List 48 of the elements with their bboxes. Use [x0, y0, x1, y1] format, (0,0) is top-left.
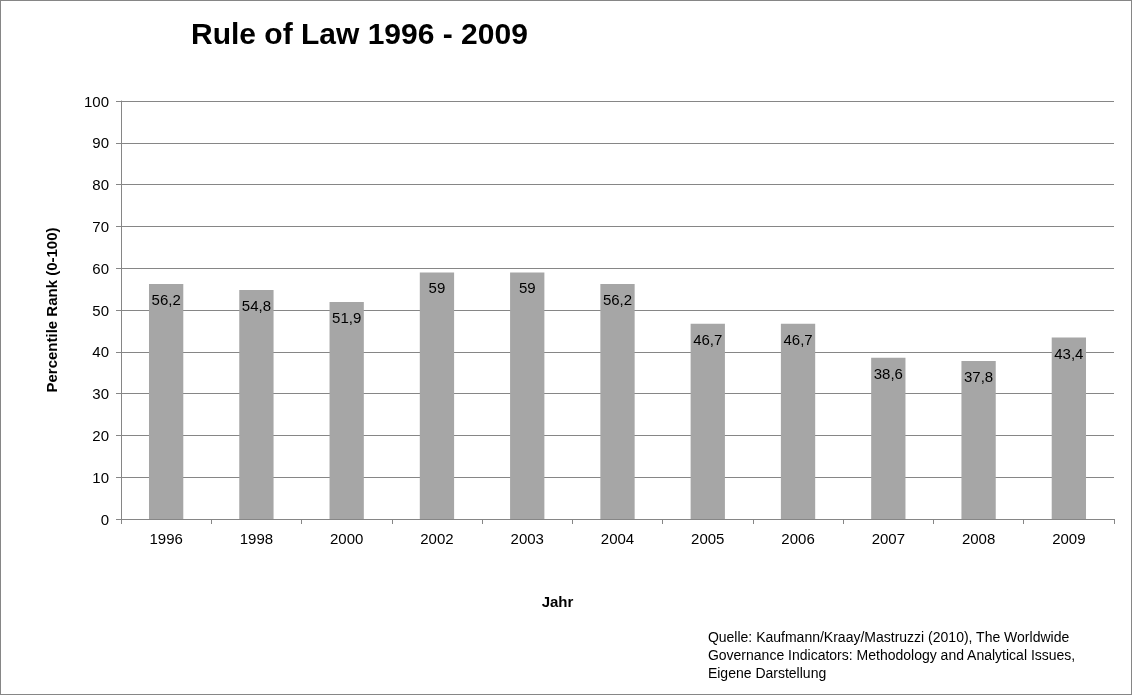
x-tick-label: 1996 — [149, 530, 183, 547]
data-label: 56,2 — [602, 291, 633, 309]
y-tick-label: 90 — [92, 134, 109, 152]
x-tick-label: 2005 — [691, 530, 725, 547]
y-tick-label: 50 — [92, 301, 109, 319]
x-tick-label: 2002 — [420, 530, 454, 547]
data-label: 46,7 — [783, 330, 813, 348]
bar — [148, 284, 184, 519]
y-tick-label: 0 — [100, 510, 109, 528]
bar — [329, 302, 364, 519]
x-tick-label: 2008 — [961, 530, 996, 547]
bar — [780, 323, 816, 519]
x-tick-label: 2000 — [329, 530, 364, 547]
source-note: Quelle: Kaufmann/Kraay/Mastruzzi (2010), The Worldwide Governance Indicators: Methodology and Analytical Issues, Eigene Darstellung — [707, 629, 1076, 681]
y-tick-label: 40 — [92, 343, 109, 361]
x-axis-title: Jahr — [541, 593, 574, 610]
y-tick-label: 60 — [92, 259, 109, 277]
y-tick-label: 10 — [92, 468, 109, 486]
bar — [871, 357, 906, 519]
y-tick-label: 30 — [92, 385, 109, 403]
bar — [1051, 337, 1087, 519]
x-tick-label: 2003 — [510, 530, 544, 547]
data-label: 54,8 — [241, 296, 272, 314]
x-tick-label: 2006 — [781, 530, 815, 547]
bar — [961, 361, 996, 519]
y-tick-label: 100 — [83, 92, 109, 110]
chart-title: Rule of Law 1996 - 2009 — [191, 16, 528, 50]
x-tick-label: 1998 — [239, 530, 274, 547]
y-tick-label: 70 — [92, 217, 109, 235]
data-label: 51,9 — [332, 309, 362, 327]
data-label: 59 — [428, 279, 446, 297]
x-tick-label: 2004 — [600, 530, 635, 547]
x-tick-label: 2007 — [871, 530, 906, 547]
y-tick-label: 80 — [92, 176, 109, 194]
data-label: 59 — [518, 279, 536, 297]
x-tick-label: 2009 — [1052, 530, 1086, 547]
bar — [510, 272, 545, 519]
data-label: 56,2 — [151, 291, 181, 309]
y-axis-title: Percentile Rank (0-100) — [43, 227, 60, 393]
bar — [419, 272, 455, 519]
data-label: 37,8 — [963, 368, 994, 385]
data-label: 46,7 — [693, 330, 723, 348]
y-tick-label: 20 — [92, 426, 109, 444]
data-label: 43,4 — [1054, 344, 1084, 362]
bar — [690, 323, 725, 519]
data-label: 38,6 — [873, 364, 903, 382]
bar — [600, 284, 635, 519]
bar — [239, 289, 274, 519]
